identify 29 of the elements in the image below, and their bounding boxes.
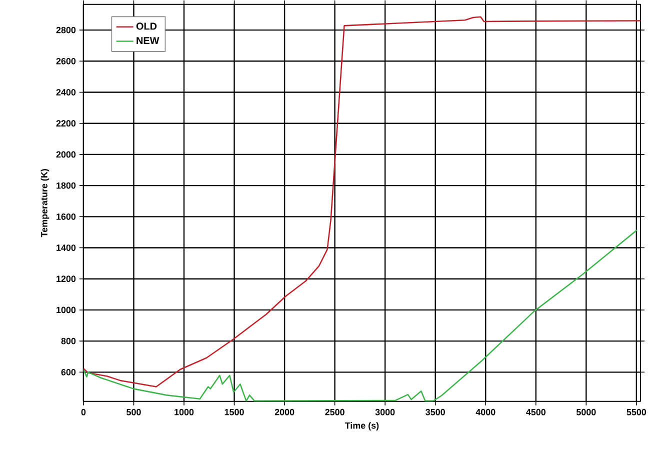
- x-tick-label: 1500: [224, 408, 244, 416]
- x-tick-label: 500: [126, 408, 141, 416]
- y-tick-label: 2400: [56, 88, 76, 96]
- x-tick-label: 3000: [375, 408, 395, 416]
- x-tick-label: 3500: [426, 408, 445, 416]
- y-tick-label: 1200: [56, 275, 76, 282]
- x-tick-label: 2000: [274, 408, 294, 416]
- legend-label: NEW: [136, 36, 160, 44]
- y-tick-label: 2000: [56, 151, 76, 158]
- y-tick-label: 800: [61, 338, 76, 344]
- x-tick-label: 2500: [325, 408, 344, 416]
- y-tick-label: 600: [61, 368, 76, 376]
- y-tick-label: 1600: [56, 213, 76, 220]
- y-tick-label: 1000: [56, 306, 76, 313]
- y-tick-label: 2200: [56, 120, 76, 126]
- x-tick-label: 5000: [576, 408, 596, 416]
- y-tick-label: 1400: [56, 244, 76, 251]
- y-tick-label: 1800: [56, 182, 76, 189]
- x-tick-label: 0: [81, 408, 86, 416]
- x-tick-label: 4500: [526, 408, 546, 416]
- y-tick-label: 2600: [56, 58, 76, 64]
- line-series: [83, 229, 638, 402]
- x-axis-title: Time (s): [344, 422, 379, 430]
- x-tick-label: 5500: [626, 408, 646, 416]
- x-tick-label: 1000: [174, 408, 194, 416]
- legend-label: OLD: [136, 22, 157, 30]
- x-tick-label: 4000: [476, 408, 496, 416]
- y-tick-label: 2800: [56, 26, 76, 33]
- y-axis-title: Temperature (K): [40, 168, 50, 237]
